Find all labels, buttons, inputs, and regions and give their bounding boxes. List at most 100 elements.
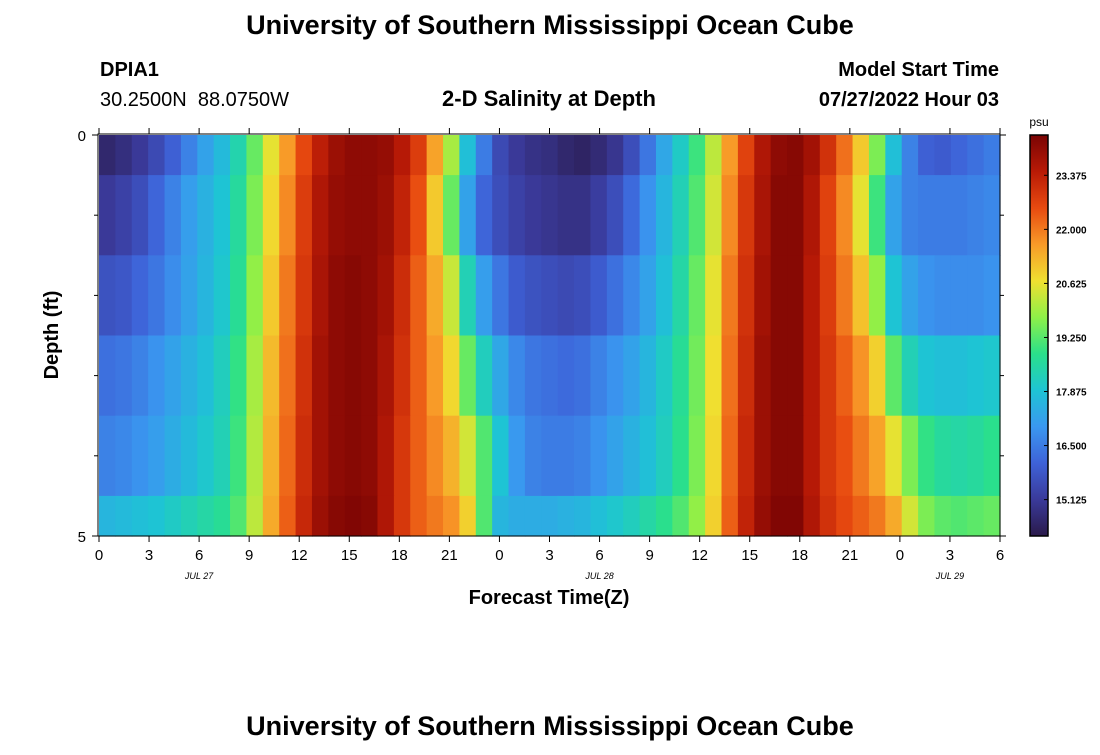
- heatmap-cell: [410, 255, 428, 337]
- heatmap-cell: [623, 175, 641, 256]
- heatmap-cell: [606, 415, 624, 497]
- heatmap-cell: [967, 255, 985, 337]
- heatmap-cell: [688, 335, 706, 417]
- heatmap-cell: [590, 335, 608, 417]
- heatmap-cell: [770, 495, 788, 537]
- heatmap-cell: [328, 175, 346, 256]
- heatmap-cell: [361, 415, 379, 497]
- heatmap-cell: [574, 495, 592, 537]
- heatmap-cell: [246, 175, 264, 256]
- heatmap-cell: [557, 495, 575, 537]
- heatmap-cell: [459, 255, 477, 337]
- heatmap-cell: [623, 495, 641, 537]
- heatmap-cell: [393, 415, 411, 497]
- heatmap-cell: [918, 255, 936, 337]
- heatmap-cell: [770, 335, 788, 417]
- heatmap-cell: [574, 175, 592, 256]
- heatmap-cell: [377, 135, 395, 176]
- heatmap-cell: [99, 175, 116, 256]
- x-tick-label: 12: [691, 547, 708, 564]
- heatmap-cell: [295, 255, 313, 337]
- heatmap-cell: [606, 135, 624, 176]
- heatmap-cell: [803, 495, 821, 537]
- heatmap-cell: [787, 415, 805, 497]
- heatmap-cell: [393, 495, 411, 537]
- x-tick-label: 9: [645, 547, 653, 564]
- heatmap-cell: [852, 175, 870, 256]
- heatmap-cell: [213, 415, 231, 497]
- colorbar-gradient: [1029, 134, 1049, 537]
- heatmap-cell: [836, 335, 854, 417]
- heatmap-cell: [443, 495, 460, 537]
- heatmap-cell: [246, 135, 264, 176]
- heatmap-cell: [950, 415, 968, 497]
- heatmap-cell: [197, 135, 215, 176]
- heatmap-cell: [475, 415, 493, 497]
- colorbar-tick-label: 16.500: [1056, 442, 1087, 453]
- heatmap-cell: [918, 335, 936, 417]
- heatmap-cell: [443, 175, 460, 256]
- heatmap-cell: [131, 495, 149, 537]
- heatmap-cell: [393, 175, 411, 256]
- heatmap-cell: [508, 255, 526, 337]
- colorbar-tick-label: 20.625: [1056, 279, 1087, 290]
- heatmap-cell: [279, 415, 297, 497]
- heatmap-cell: [524, 255, 542, 337]
- heatmap-cell: [819, 255, 837, 337]
- heatmap-cell: [590, 255, 608, 337]
- heatmap-cell: [934, 135, 952, 176]
- heatmap-cells: [99, 135, 1001, 537]
- heatmap-cell: [115, 175, 133, 256]
- heatmap-cell: [361, 495, 379, 537]
- heatmap-cell: [115, 495, 133, 537]
- heatmap-cell: [737, 135, 755, 176]
- heatmap-cell: [459, 135, 477, 176]
- heatmap-cell: [967, 415, 985, 497]
- heatmap-cell: [148, 135, 166, 176]
- heatmap-cell: [655, 135, 673, 176]
- heatmap-cell: [836, 415, 854, 497]
- heatmap-cell: [754, 175, 772, 256]
- heatmap-cell: [770, 175, 788, 256]
- heatmap-cell: [655, 415, 673, 497]
- heatmap-cell: [639, 335, 657, 417]
- x-tick-label: 18: [391, 547, 408, 564]
- heatmap-cell: [246, 415, 264, 497]
- heatmap-cell: [819, 415, 837, 497]
- heatmap-cell: [623, 255, 641, 337]
- heatmap-cell: [410, 495, 428, 537]
- y-axis-label: Depth (ft): [41, 291, 63, 380]
- colorbar-tick-label: 19.250: [1056, 333, 1087, 344]
- heatmap-cell: [311, 415, 329, 497]
- heatmap-cell: [279, 175, 297, 256]
- heatmap-cell: [148, 335, 166, 417]
- heatmap-cell: [688, 175, 706, 256]
- heatmap-cell: [721, 415, 739, 497]
- heatmap-cell: [230, 335, 248, 417]
- heatmap-cell: [131, 335, 149, 417]
- heatmap-cell: [197, 495, 215, 537]
- x-tick-label: 3: [946, 547, 954, 564]
- heatmap-cell: [541, 255, 559, 337]
- heatmap-cell: [443, 135, 460, 176]
- heatmap-cell: [639, 415, 657, 497]
- heatmap-cell: [967, 135, 985, 176]
- heatmap-cell: [492, 335, 510, 417]
- heatmap-cell: [901, 255, 919, 337]
- heatmap-cell: [246, 495, 264, 537]
- heatmap-cell: [426, 135, 444, 176]
- heatmap-cell: [295, 135, 313, 176]
- heatmap-cell: [934, 335, 952, 417]
- heatmap-cell: [770, 415, 788, 497]
- heatmap-cell: [328, 255, 346, 337]
- heatmap-cell: [393, 335, 411, 417]
- colorbar-unit: psu: [1029, 115, 1048, 129]
- heatmap-cell: [262, 175, 280, 256]
- heatmap-cell: [901, 335, 919, 417]
- heatmap-cell: [721, 135, 739, 176]
- heatmap-cell: [492, 415, 510, 497]
- heatmap-cell: [836, 135, 854, 176]
- heatmap-cell: [213, 175, 231, 256]
- heatmap-cell: [180, 415, 198, 497]
- heatmap-cell: [770, 135, 788, 176]
